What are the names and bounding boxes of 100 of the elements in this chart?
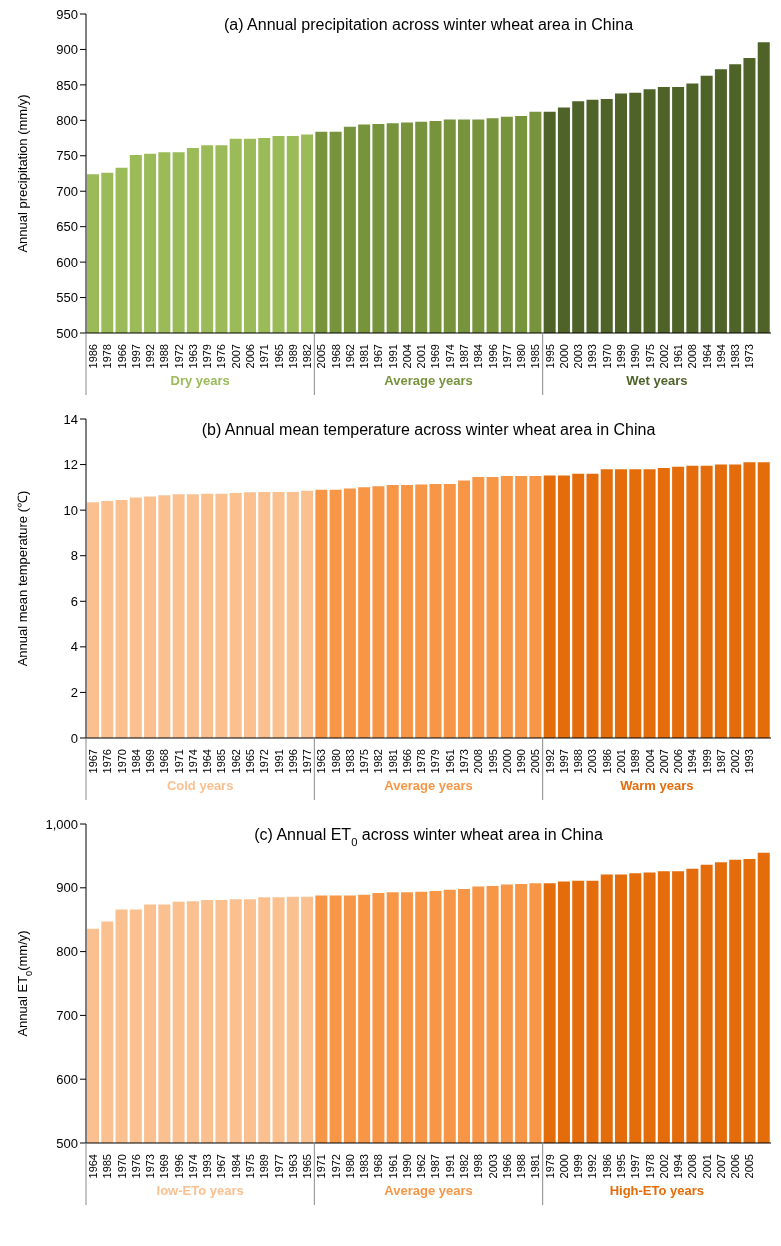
bar — [315, 489, 328, 738]
y-tick-label: 700 — [56, 183, 78, 199]
bar — [757, 462, 770, 738]
bar — [572, 473, 585, 738]
x-tick-label: 1965 — [272, 344, 285, 369]
x-tick-label: 1981 — [529, 1154, 542, 1179]
bar — [201, 493, 214, 738]
y-tick-label: 500 — [56, 325, 78, 341]
x-tick-label: 2004 — [400, 344, 413, 369]
y-tick-label: 700 — [56, 1008, 78, 1024]
text: Average years — [384, 778, 473, 793]
x-tick-label: 2006 — [672, 749, 685, 774]
x-tick-label: 1995 — [486, 749, 499, 774]
x-tick-label: 1992 — [144, 344, 157, 369]
x-tick-label: 1984 — [472, 344, 485, 369]
x-tick-label: 1999 — [615, 344, 628, 369]
x-tick-label: 2005 — [743, 1154, 756, 1179]
x-tick-label: 1999 — [700, 749, 713, 774]
y-tick-label: 1,000 — [45, 816, 78, 832]
bar — [372, 486, 385, 738]
bar — [615, 469, 628, 738]
bar — [672, 466, 685, 738]
x-tick-label: 2007 — [229, 344, 242, 369]
text: Warm years — [620, 778, 694, 793]
x-tick-label: 2007 — [657, 749, 670, 774]
x-tick-label: 1997 — [557, 749, 570, 774]
x-tick-label: 1973 — [743, 344, 756, 369]
x-tick-label: 2002 — [657, 1154, 670, 1179]
x-tick-label: 1966 — [400, 749, 413, 774]
x-tick-label: 1982 — [372, 749, 385, 774]
x-tick-label: 1970 — [600, 344, 613, 369]
bar — [186, 494, 199, 738]
x-tick-label: 2005 — [529, 749, 542, 774]
x-tick-label: 1988 — [572, 749, 585, 774]
bar — [172, 494, 185, 738]
chart-title: (b) Annual mean temperature across winter wheat area in China — [201, 421, 656, 438]
x-tick-label: 2000 — [557, 344, 570, 369]
x-tick-label: 1967 — [86, 749, 99, 774]
x-tick-label: 1969 — [158, 1154, 171, 1179]
x-tick-label: 1984 — [129, 749, 142, 774]
x-tick-label: 2004 — [643, 749, 656, 774]
x-tick-label: 1971 — [172, 749, 185, 774]
bar — [129, 497, 142, 738]
x-tick-label: 1990 — [515, 749, 528, 774]
x-tick-label: 1987 — [429, 1154, 442, 1179]
bar — [415, 484, 428, 738]
bar — [458, 480, 471, 738]
x-tick-label: 1975 — [643, 344, 656, 369]
x-tick-label: 1980 — [329, 749, 342, 774]
x-tick-label: 1972 — [329, 1154, 342, 1179]
x-tick-label: 1999 — [572, 1154, 585, 1179]
x-tick-label: 1985 — [529, 344, 542, 369]
x-tick-label: 1990 — [400, 1154, 413, 1179]
x-tick-label: 1975 — [358, 749, 371, 774]
bar — [158, 495, 171, 738]
x-tick-label: 1979 — [429, 749, 442, 774]
x-tick-label: 2001 — [615, 749, 628, 774]
x-tick-label: 1991 — [386, 344, 399, 369]
x-tick-label: 1986 — [600, 1154, 613, 1179]
bar — [629, 469, 642, 738]
x-tick-label: 2003 — [572, 344, 585, 369]
x-tick-label: 1988 — [515, 1154, 528, 1179]
x-tick-label: 2002 — [657, 344, 670, 369]
y-tick-label: 0 — [70, 730, 78, 746]
bar — [729, 464, 742, 738]
x-tick-label: 1977 — [301, 749, 314, 774]
x-tick-label: 1980 — [343, 1154, 356, 1179]
x-tick-label: 1977 — [272, 1154, 285, 1179]
y-tick-label: 750 — [56, 148, 78, 164]
text: Cold years — [166, 778, 234, 793]
x-tick-label: 1994 — [686, 749, 699, 774]
x-tick-label: 2001 — [700, 1154, 713, 1179]
bar — [258, 491, 271, 738]
bar — [286, 491, 299, 738]
bar — [443, 483, 456, 738]
bar — [529, 475, 542, 738]
x-tick-label: 1968 — [329, 344, 342, 369]
x-tick-label: 1962 — [415, 1154, 428, 1179]
x-tick-label: 1976 — [129, 1154, 142, 1179]
y-tick-label: 500 — [56, 1135, 78, 1151]
x-tick-label: 1991 — [272, 749, 285, 774]
x-tick-label: 1963 — [186, 344, 199, 369]
text: Average years — [384, 1183, 473, 1198]
x-tick-label: 1966 — [500, 1154, 513, 1179]
x-tick-label: 1977 — [500, 344, 513, 369]
chart-title: (a) Annual precipitation across winter wheat area in China — [223, 16, 634, 33]
x-tick-label: 1978 — [415, 749, 428, 774]
y-axis-title: Annual mean temperature (℃) — [14, 490, 30, 667]
x-tick-label: 1991 — [443, 1154, 456, 1179]
x-tick-label: 1995 — [615, 1154, 628, 1179]
x-tick-label: 1983 — [358, 1154, 371, 1179]
x-tick-label: 2000 — [500, 749, 513, 774]
text: Dry years — [170, 373, 230, 388]
x-tick-label: 1978 — [101, 344, 114, 369]
x-tick-label: 1961 — [672, 344, 685, 369]
x-tick-label: 1976 — [101, 749, 114, 774]
bar — [643, 469, 656, 738]
x-tick-label: 1993 — [201, 1154, 214, 1179]
x-tick-label: 1992 — [543, 749, 556, 774]
x-tick-label: 1987 — [458, 344, 471, 369]
